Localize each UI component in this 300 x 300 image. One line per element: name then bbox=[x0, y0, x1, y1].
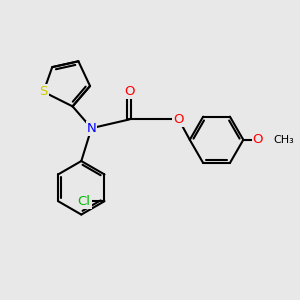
Text: S: S bbox=[39, 85, 48, 98]
Text: O: O bbox=[253, 133, 263, 146]
Text: O: O bbox=[124, 85, 134, 98]
Text: N: N bbox=[87, 122, 96, 135]
Text: CH₃: CH₃ bbox=[273, 135, 294, 145]
Text: Cl: Cl bbox=[78, 195, 91, 208]
Text: O: O bbox=[173, 113, 184, 126]
